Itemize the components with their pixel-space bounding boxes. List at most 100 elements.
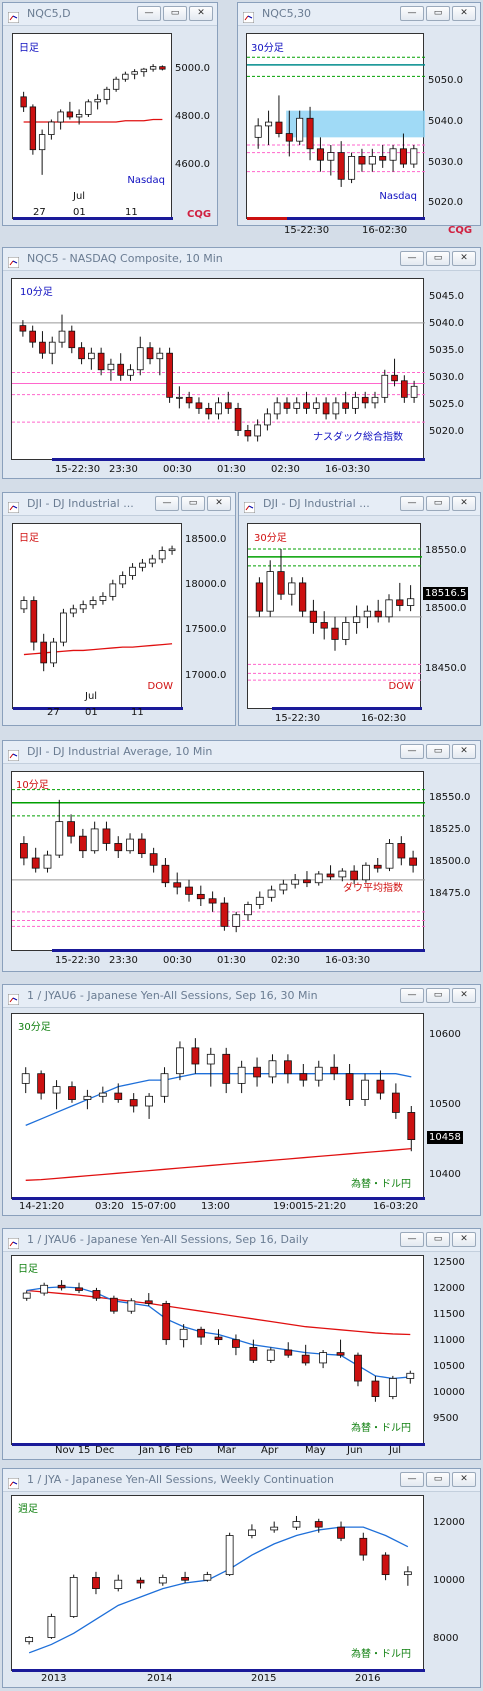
candle-body (197, 1328, 205, 1338)
series-line (25, 1147, 412, 1181)
close-button[interactable]: ✕ (452, 1472, 476, 1487)
window-titlebar[interactable]: NQC5,D — ▭ ✕ (3, 3, 217, 26)
chart-app-icon (242, 8, 255, 24)
x-tick: Jun (347, 1445, 363, 1456)
restore-button[interactable]: ▭ (426, 251, 450, 266)
minimize-button[interactable]: — (400, 496, 424, 511)
chart-area[interactable]: 10分足 ナスダック総合指数 (11, 278, 425, 461)
close-button[interactable]: ✕ (452, 251, 476, 266)
close-button[interactable]: ✕ (452, 6, 476, 21)
window-dji-10min[interactable]: DJI - DJ Industrial Average, 10 Min — ▭ … (2, 740, 481, 972)
index-label: 為替・ドル円 (351, 1649, 411, 1660)
window-dji-daily[interactable]: DJI - DJ Industrial ... — ▭ ✕ 日足 DOW 185… (2, 492, 236, 726)
window-yen-weekly[interactable]: 1 / JYA - Japanese Yen-All Sessions, Wee… (2, 1468, 481, 1688)
y-tick: 10000 (433, 1575, 465, 1586)
candle-body (30, 600, 38, 643)
chart-svg (12, 1515, 425, 1672)
close-button[interactable]: ✕ (452, 744, 476, 759)
chart-area[interactable]: 日足 為替・ドル円 (11, 1255, 425, 1446)
candle-body (391, 374, 398, 382)
window-titlebar[interactable]: DJI - DJ Industrial Average, 10 Min — ▭ … (3, 741, 480, 764)
window-title: NQC5,30 (262, 7, 312, 20)
restore-button[interactable]: ▭ (426, 1472, 450, 1487)
candle-body (112, 78, 120, 90)
x-tick: 01:30 (217, 955, 246, 966)
window-nqc5-daily[interactable]: NQC5,D — ▭ ✕ 日足 Nasdaq 5000.0 4800.0 460… (2, 2, 218, 226)
close-button[interactable]: ✕ (452, 496, 476, 511)
close-button[interactable]: ✕ (189, 6, 213, 21)
window-titlebar[interactable]: NQC5 - NASDAQ Composite, 10 Min — ▭ ✕ (3, 248, 480, 271)
window-nqc5-30min[interactable]: NQC5,30 — ▭ ✕ 30分足 Nasdaq 5050.0 5040.0 … (237, 2, 481, 236)
candle-body (371, 1380, 380, 1397)
minimize-button[interactable]: — (137, 6, 161, 21)
minimize-button[interactable]: — (400, 1232, 424, 1247)
candle-body (277, 571, 285, 595)
window-titlebar[interactable]: NQC5,30 — ▭ ✕ (238, 3, 480, 26)
minimize-button[interactable]: — (400, 6, 424, 21)
candle-body (89, 600, 97, 606)
candle-body (399, 148, 407, 165)
chart-area[interactable]: 30分足 為替・ドル円 (11, 1013, 425, 1200)
minimize-button[interactable]: — (155, 496, 179, 511)
window-yen-daily[interactable]: 1 / JYAU6 - Japanese Yen-All Sessions, S… (2, 1228, 481, 1460)
candle-body (48, 341, 56, 354)
restore-button[interactable]: ▭ (163, 6, 187, 21)
candle-body (362, 864, 370, 881)
chart-area[interactable]: 週足 為替・ドル円 (11, 1495, 425, 1672)
window-titlebar[interactable]: DJI - DJ Industrial ... — ▭ ✕ (239, 493, 480, 516)
x-tick: 2014 (147, 1673, 173, 1684)
window-yen-30min[interactable]: 1 / JYAU6 - Japanese Yen-All Sessions, S… (2, 984, 481, 1216)
chart-area[interactable]: 日足 DOW (12, 523, 183, 710)
candle-body (21, 1073, 30, 1084)
window-titlebar[interactable]: DJI - DJ Industrial ... — ▭ ✕ (3, 493, 235, 516)
candle-body (181, 1577, 189, 1581)
candle-body (158, 1577, 167, 1584)
chart-area[interactable]: 10分足 ダウ平均指数 (11, 771, 425, 952)
minimize-button[interactable]: — (400, 744, 424, 759)
x-tick: 02:30 (271, 955, 300, 966)
window-titlebar[interactable]: 1 / JYAU6 - Japanese Yen-All Sessions, S… (3, 1229, 480, 1252)
candle-body (114, 843, 123, 852)
candle-body (22, 1292, 31, 1299)
candle-body (168, 548, 176, 552)
cqg-logo: CQG (448, 225, 473, 236)
x-tick: Dec (95, 1445, 115, 1456)
candle-body (409, 857, 418, 866)
chart-area[interactable]: 日足 Nasdaq (12, 33, 173, 220)
candle-body (107, 363, 115, 371)
y-tick: 5050.0 (428, 75, 463, 86)
restore-button[interactable]: ▭ (426, 6, 450, 21)
restore-button[interactable]: ▭ (181, 496, 205, 511)
candle-body (19, 325, 27, 332)
x-tick: 01 (85, 707, 98, 718)
y-tick: 18450.0 (425, 663, 467, 674)
index-label: Nasdaq (127, 175, 165, 186)
close-button[interactable]: ✕ (207, 496, 231, 511)
candle-body (322, 402, 330, 415)
minimize-button[interactable]: — (400, 1472, 424, 1487)
candle-body (338, 870, 347, 878)
candle-body (206, 1053, 215, 1065)
chart-area[interactable]: 30分足 DOW (247, 523, 422, 710)
window-titlebar[interactable]: 1 / JYA - Japanese Yen-All Sessions, Wee… (3, 1469, 480, 1492)
y-tick: 5035.0 (429, 345, 464, 356)
close-button[interactable]: ✕ (452, 1232, 476, 1247)
x-tick: 16-03:20 (373, 1201, 419, 1212)
restore-button[interactable]: ▭ (426, 744, 450, 759)
restore-button[interactable]: ▭ (426, 496, 450, 511)
candle-body (20, 96, 27, 108)
chart-svg (248, 548, 422, 710)
window-dji-30min[interactable]: DJI - DJ Industrial ... — ▭ ✕ 30分足 DOW 1… (238, 492, 481, 726)
restore-button[interactable]: ▭ (426, 988, 450, 1003)
candle-body (40, 641, 48, 664)
restore-button[interactable]: ▭ (426, 1232, 450, 1247)
minimize-button[interactable]: — (400, 988, 424, 1003)
window-nasdaq-10min[interactable]: NQC5 - NASDAQ Composite, 10 Min — ▭ ✕ 10… (2, 247, 481, 479)
y-tick: 11000 (433, 1335, 465, 1346)
close-button[interactable]: ✕ (452, 988, 476, 1003)
window-title: DJI - DJ Industrial ... (27, 497, 134, 510)
chart-area[interactable]: 30分足 Nasdaq (246, 33, 425, 220)
window-titlebar[interactable]: 1 / JYAU6 - Japanese Yen-All Sessions, S… (3, 985, 480, 1008)
time-bar (12, 1443, 425, 1446)
minimize-button[interactable]: — (400, 251, 424, 266)
